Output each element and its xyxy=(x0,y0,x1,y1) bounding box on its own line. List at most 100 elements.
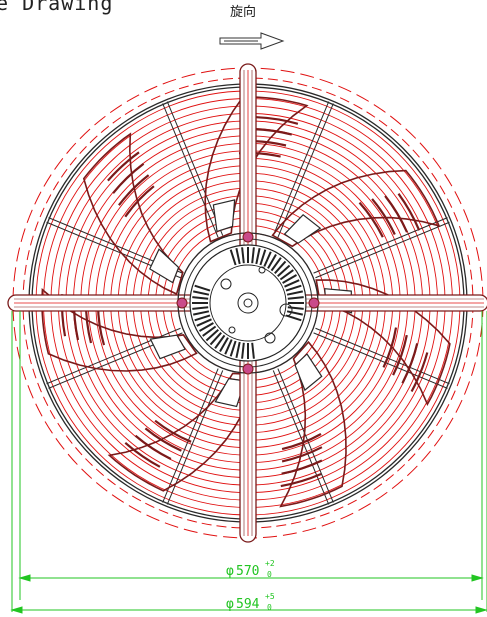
blade-root-bracket xyxy=(283,213,322,244)
blade-rib xyxy=(280,472,322,488)
blade-rib xyxy=(281,446,323,463)
cooling-fin xyxy=(285,314,302,322)
cooling-fin xyxy=(229,249,237,266)
cooling-fin xyxy=(235,341,241,359)
svg-text:0: 0 xyxy=(267,570,272,579)
cooling-fin xyxy=(267,254,277,269)
fan-blades xyxy=(41,96,451,508)
blade-rib xyxy=(118,174,150,206)
guard-spoke xyxy=(162,368,219,503)
cooling-fin xyxy=(192,290,210,296)
blade-rib xyxy=(371,198,396,235)
svg-text:φ: φ xyxy=(226,597,234,612)
blade-outline xyxy=(271,169,441,248)
guard-spoke xyxy=(166,370,224,505)
cooling-fin xyxy=(194,284,211,292)
cooling-fin xyxy=(192,296,209,300)
cooling-fin xyxy=(219,337,229,352)
blade-rib xyxy=(382,327,398,368)
blade-rib xyxy=(60,294,67,337)
hollow-right-arrow-icon xyxy=(219,32,285,50)
blade-rib xyxy=(154,419,192,443)
cooling-fin xyxy=(251,342,255,359)
svg-text:570: 570 xyxy=(236,564,259,579)
fan-blade xyxy=(82,132,184,296)
cooling-fin xyxy=(196,318,212,327)
motor-hub xyxy=(176,231,320,375)
cooling-fin xyxy=(287,306,304,310)
cooling-fin xyxy=(270,257,282,272)
blade-rib xyxy=(384,195,409,233)
guard-spoke xyxy=(313,332,448,389)
cooling-fin xyxy=(259,249,267,266)
cooling-fin xyxy=(192,306,209,310)
blade-root-bracket xyxy=(149,248,180,284)
svg-text:+2: +2 xyxy=(265,559,275,568)
cooling-fin xyxy=(251,247,255,264)
guard-spoke xyxy=(162,103,219,238)
cooling-fin xyxy=(284,279,300,288)
blade-rib xyxy=(134,434,172,460)
cooling-fin xyxy=(274,260,287,274)
blade-rib xyxy=(124,441,161,468)
cooling-fin xyxy=(194,314,211,322)
blade-outline xyxy=(279,340,347,508)
dimension-inner-diameter: φ 570 +2 0 xyxy=(226,559,275,579)
blade-rib xyxy=(124,185,155,218)
blade-rib xyxy=(410,352,429,393)
fan-blade xyxy=(279,340,347,508)
blade-rib xyxy=(397,193,421,231)
blade-rib xyxy=(358,201,384,238)
cooling-fin xyxy=(209,332,222,346)
cooling-fin xyxy=(286,290,304,296)
guard-spoke xyxy=(277,103,334,238)
guard-spokes xyxy=(46,101,450,505)
fan-blade xyxy=(271,169,441,248)
svg-text:594: 594 xyxy=(236,597,260,612)
drawing-title: e Drawing xyxy=(0,0,114,15)
cooling-fin xyxy=(214,334,226,349)
cooling-fin xyxy=(263,251,272,267)
cooling-fin xyxy=(192,310,210,316)
cooling-fin xyxy=(285,284,302,292)
blade-outline xyxy=(107,372,257,492)
cooling-fin xyxy=(235,247,241,265)
blade-root-bracket xyxy=(294,353,323,392)
blade-root-bracket xyxy=(149,334,186,360)
svg-text:+5: +5 xyxy=(265,592,275,601)
guard-spoke xyxy=(313,217,448,274)
blade-rib xyxy=(144,427,182,452)
cooling-fin xyxy=(224,339,233,355)
guard-spoke xyxy=(166,101,224,236)
blade-rib xyxy=(392,334,408,376)
cooling-fin xyxy=(279,269,294,281)
cooling-fin xyxy=(241,342,245,359)
guard-spoke xyxy=(272,370,330,505)
guard-spoke xyxy=(277,368,334,503)
cooling-fin xyxy=(202,325,217,337)
blade-outline xyxy=(82,132,184,296)
cooling-fin xyxy=(199,322,214,332)
cooling-fin xyxy=(286,310,304,316)
dimension-outer-diameter: φ 594 +5 0 xyxy=(226,592,275,612)
blade-rib xyxy=(281,459,323,475)
cooling-fin xyxy=(287,296,304,300)
dimension-lines xyxy=(10,311,487,614)
cooling-fin xyxy=(277,264,291,277)
blade-rib xyxy=(281,433,322,451)
guard-spoke xyxy=(315,221,450,279)
cooling-fin xyxy=(255,247,261,265)
fan-blade xyxy=(107,372,257,492)
blade-rib xyxy=(107,151,140,182)
blade-root-bracket xyxy=(212,199,236,233)
blade-outline xyxy=(41,288,198,372)
blade-rib xyxy=(401,343,419,384)
cooling-fin xyxy=(205,329,219,342)
svg-text:0: 0 xyxy=(267,603,272,612)
rotation-direction-label: 旋向 xyxy=(230,5,257,20)
cooling-fin xyxy=(282,274,297,284)
blade-rib xyxy=(112,162,145,194)
svg-text:φ: φ xyxy=(226,564,234,579)
